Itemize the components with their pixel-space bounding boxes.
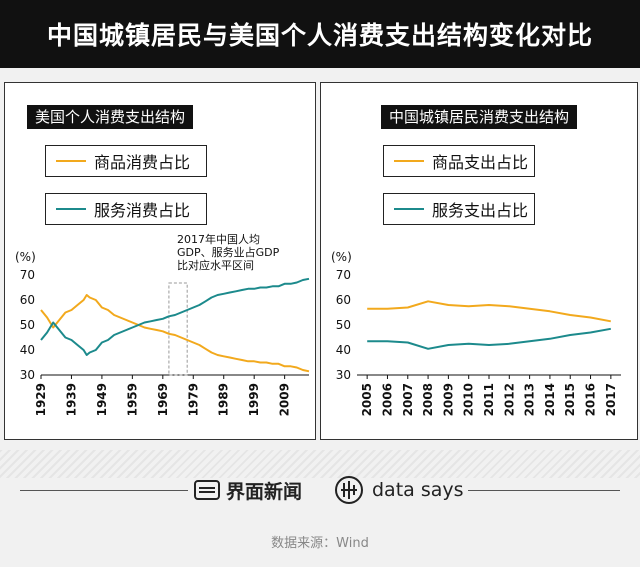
cn-ytick-label: 50: [336, 318, 351, 332]
cn-xtick-label: 2011: [482, 383, 496, 416]
us-legend-services-label: 服务消费占比: [94, 201, 191, 220]
us-ytick-label: 40: [20, 343, 35, 357]
us-series-services-line: [40, 277, 310, 356]
cn-legend-services-label: 服务支出占比: [432, 201, 529, 220]
us-legend-goods: 商品消费占比: [45, 145, 207, 177]
us-legend-services: 服务消费占比: [45, 193, 207, 225]
cn-line-chart: (%) 30 40 50 60 70 2005 2006 2007 2008 2009 2010 201…: [331, 250, 621, 416]
data-source: 数据来源：Wind: [271, 536, 369, 551]
cn-ytick-label: 70: [336, 268, 351, 282]
us-ylabel: (%): [15, 250, 36, 264]
us-ytick-label: 30: [20, 368, 35, 382]
cn-xtick-label: 2009: [441, 383, 455, 416]
cn-legend-services: 服务支出占比: [383, 193, 535, 225]
us-chart-title: 美国个人消费支出结构: [27, 105, 194, 129]
cn-xtick-label: 2010: [462, 383, 476, 416]
us-ytick-label: 60: [20, 293, 35, 307]
us-xtick-label: 1939: [64, 383, 78, 416]
footer-divider-right: [468, 490, 620, 491]
jiemian-logo: 界面新闻: [194, 476, 302, 504]
cn-xtick-label: 2017: [604, 383, 618, 416]
cn-ytick-label: 30: [336, 368, 351, 382]
us-xtick-label: 1949: [95, 383, 109, 416]
us-xtick-label: 1969: [156, 383, 170, 416]
services-swatch: [56, 208, 86, 210]
us-annotation-text: 比对应水平区间: [177, 258, 254, 272]
page-title: 中国城镇居民与美国个人消费支出结构变化对比: [0, 0, 640, 68]
us-legend-goods-label: 商品消费占比: [94, 153, 191, 172]
goods-swatch: [394, 160, 424, 162]
footer-divider-left: [20, 490, 188, 491]
goods-swatch: [56, 160, 86, 162]
us-ytick-label: 50: [20, 318, 35, 332]
cn-xtick-label: 2014: [543, 383, 557, 416]
us-line-chart: (%) 30 40 50 60 70 2017年中国人均GDP、服务业占GDP比对应水平区间…: [15, 232, 310, 416]
datasays-logo-icon: [335, 476, 363, 504]
cn-chart-panel: 中国城镇居民消费支出结构 商品支出占比 服务支出占比 (%) 30 40 50 60 70…: [320, 82, 638, 440]
cn-xtick-label: 2016: [584, 383, 598, 416]
cn-xtick-label: 2013: [523, 383, 537, 416]
us-annotation-text: 2017年中国人均: [177, 232, 260, 246]
cn-ytick-label: 60: [336, 293, 351, 307]
cn-legend-goods-label: 商品支出占比: [432, 153, 529, 172]
services-swatch: [394, 208, 424, 210]
jiemian-logo-text: 界面新闻: [226, 480, 303, 503]
us-chart-panel: 美国个人消费支出结构 商品消费占比 服务消费占比 (%) 30 40 50 60 70 20…: [4, 82, 316, 440]
datasays-logo: data says: [334, 476, 464, 504]
jiemian-logo-icon: [194, 480, 220, 500]
cn-xtick-label: 2008: [421, 383, 435, 416]
decorative-stripes: [0, 450, 640, 478]
cn-ytick-label: 40: [336, 343, 351, 357]
us-xtick-label: 1989: [217, 383, 231, 416]
us-ytick-label: 70: [20, 268, 35, 282]
cn-xtick-label: 2006: [380, 383, 394, 416]
us-series-goods-line: [40, 294, 310, 373]
us-xtick-label: 1929: [34, 383, 48, 416]
cn-xtick-label: 2015: [563, 383, 577, 416]
cn-legend-goods: 商品支出占比: [383, 145, 535, 177]
us-xtick-label: 1959: [125, 383, 139, 416]
us-xtick-label: 1979: [186, 383, 200, 416]
us-xtick-label: 2009: [278, 383, 292, 416]
datasays-logo-text: data says: [372, 479, 464, 501]
us-annotation-band: [168, 282, 188, 376]
cn-xtick-label: 2012: [502, 383, 516, 416]
cn-ylabel: (%): [331, 250, 352, 264]
us-annotation-text: GDP、服务业占GDP: [177, 245, 280, 259]
cn-series-goods-line: [367, 300, 611, 323]
cn-series-services-line: [367, 327, 611, 350]
cn-xtick-label: 2005: [360, 383, 374, 416]
us-xtick-label: 1999: [247, 383, 261, 416]
cn-xtick-label: 2007: [401, 383, 415, 416]
cn-chart-title: 中国城镇居民消费支出结构: [381, 105, 578, 129]
